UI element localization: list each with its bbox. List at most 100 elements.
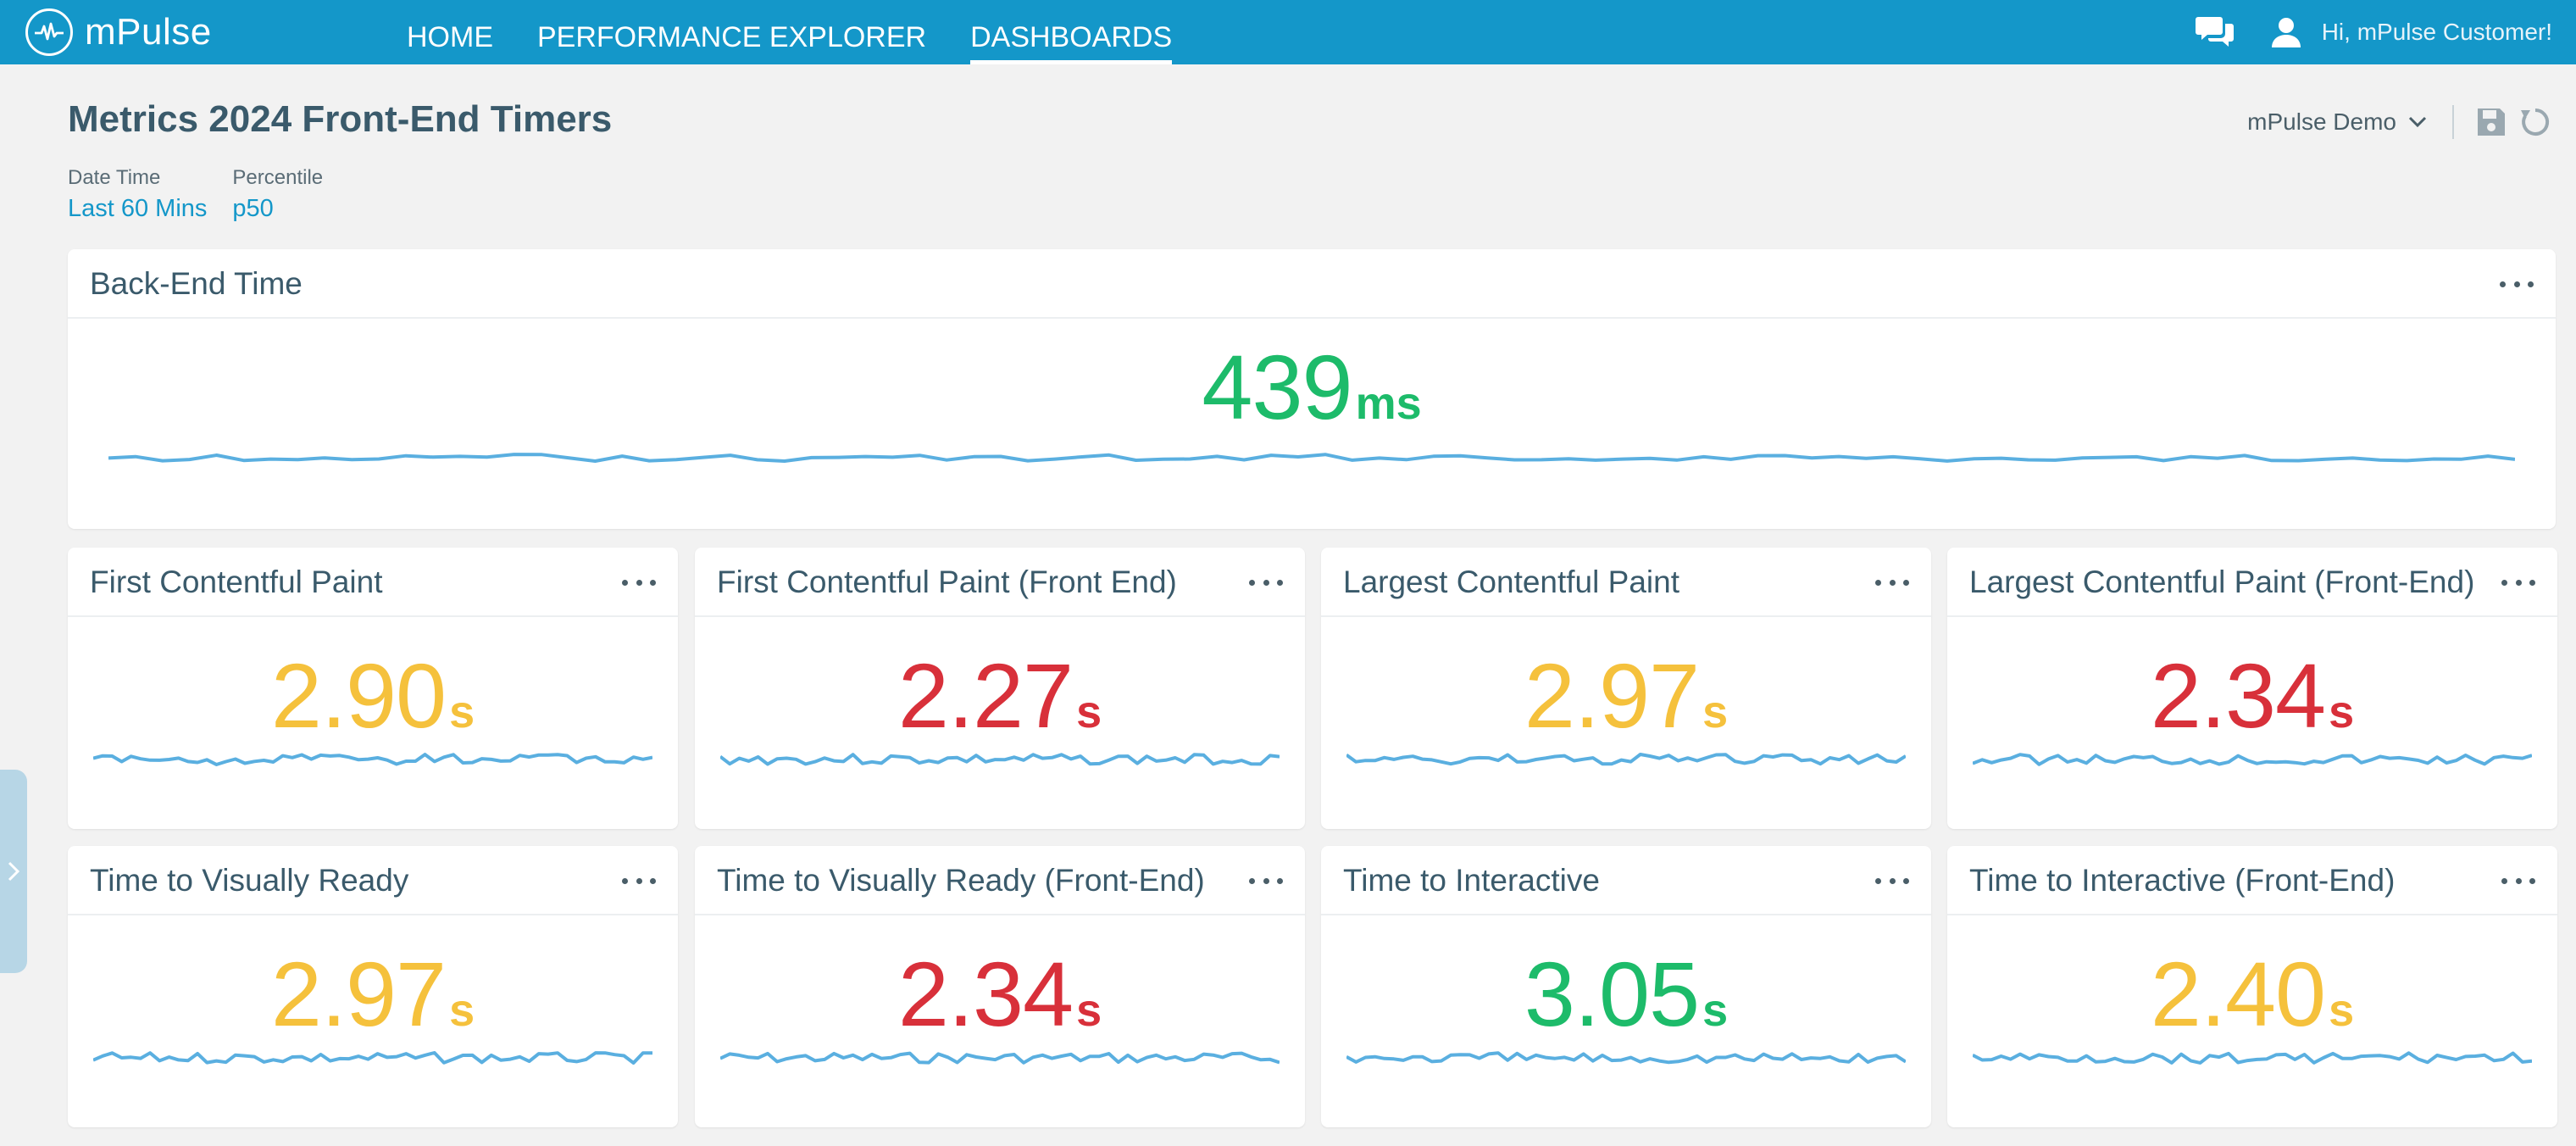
metric-number: 2.40 bbox=[2150, 943, 2326, 1045]
more-options-icon[interactable] bbox=[1875, 866, 1909, 895]
more-options-icon[interactable] bbox=[2501, 866, 2535, 895]
widget-title: Time to Interactive bbox=[1343, 863, 1600, 898]
sparkline bbox=[1973, 753, 2532, 766]
metric-number: 2.97 bbox=[1524, 644, 1700, 747]
header-actions: mPulse Demo bbox=[2247, 103, 2552, 141]
filter-value[interactable]: Last 60 Mins bbox=[68, 195, 208, 222]
widget-header: Largest Contentful Paint bbox=[1321, 548, 1931, 617]
metric-number: 2.34 bbox=[2150, 644, 2326, 747]
filter-percentile[interactable]: Percentile p50 bbox=[232, 166, 323, 223]
nav-dashboards[interactable]: DASHBOARDS bbox=[970, 0, 1173, 64]
page-title: Metrics 2024 Front-End Timers bbox=[68, 98, 613, 140]
metric-value: 2.27s bbox=[695, 643, 1305, 748]
chat-icon[interactable] bbox=[2195, 12, 2235, 53]
tenant-name: mPulse Demo bbox=[2247, 108, 2396, 135]
sparkline bbox=[1346, 753, 1906, 766]
top-nav-bar: mPulse HOME PERFORMANCE EXPLORER DASHBOA… bbox=[0, 0, 2576, 64]
widget-title: First Contentful Paint (Front End) bbox=[717, 565, 1177, 599]
widget-title: First Contentful Paint bbox=[90, 565, 383, 599]
app-name: mPulse bbox=[85, 11, 212, 53]
metric-unit: s bbox=[2329, 687, 2355, 737]
metric-widget: Time to Interactive (Front-End) 2.40s bbox=[1947, 846, 2557, 1127]
metric-number: 2.97 bbox=[270, 943, 447, 1045]
metric-number: 3.05 bbox=[1524, 943, 1700, 1045]
sparkline-line bbox=[93, 1051, 652, 1065]
app-logo[interactable]: mPulse bbox=[25, 7, 212, 58]
metric-value: 3.05s bbox=[1321, 941, 1931, 1047]
more-options-icon[interactable] bbox=[622, 866, 656, 895]
metric-value: 2.34s bbox=[1947, 643, 2557, 748]
nav-performance-explorer[interactable]: PERFORMANCE EXPLORER bbox=[537, 21, 927, 53]
more-options-icon[interactable] bbox=[622, 568, 656, 597]
metric-value: 439ms bbox=[68, 334, 2556, 440]
more-options-icon[interactable] bbox=[1249, 866, 1283, 895]
metric-unit: s bbox=[449, 687, 475, 737]
filter-label: Date Time bbox=[68, 166, 161, 189]
save-icon[interactable] bbox=[2474, 105, 2508, 139]
metric-number: 439 bbox=[1202, 336, 1352, 438]
nav-home[interactable]: HOME bbox=[407, 21, 493, 53]
metric-widget: Time to Interactive 3.05s bbox=[1321, 846, 1931, 1127]
metric-number: 2.34 bbox=[897, 943, 1074, 1045]
widget-title: Time to Interactive (Front-End) bbox=[1969, 863, 2396, 898]
filter-value[interactable]: p50 bbox=[232, 195, 274, 222]
sparkline bbox=[108, 453, 2515, 463]
metric-value: 2.34s bbox=[695, 941, 1305, 1047]
metric-number: 2.90 bbox=[270, 644, 447, 747]
widget-title: Time to Visually Ready bbox=[90, 863, 409, 898]
divider bbox=[2452, 105, 2454, 139]
chevron-right-icon bbox=[8, 861, 20, 882]
metric-widget: Time to Visually Ready 2.97s bbox=[68, 846, 678, 1127]
metric-widget: Time to Visually Ready (Front-End) 2.34s bbox=[695, 846, 1305, 1127]
metric-unit: s bbox=[1702, 985, 1729, 1036]
widget-header: Time to Visually Ready bbox=[68, 846, 678, 915]
user-greeting[interactable]: Hi, mPulse Customer! bbox=[2321, 19, 2552, 45]
metric-unit: s bbox=[1076, 687, 1102, 737]
widget-header: Time to Visually Ready (Front-End) bbox=[695, 846, 1305, 915]
sparkline-line bbox=[1973, 1051, 2532, 1065]
sparkline bbox=[720, 753, 1280, 766]
chevron-down-icon bbox=[2408, 116, 2427, 128]
metric-widget: Largest Contentful Paint 2.97s bbox=[1321, 548, 1931, 829]
metric-widget: Largest Contentful Paint (Front-End) 2.34… bbox=[1947, 548, 2557, 829]
metric-unit: s bbox=[2329, 985, 2355, 1036]
widget-title: Largest Contentful Paint (Front-End) bbox=[1969, 565, 2475, 599]
sparkline bbox=[1973, 1051, 2532, 1065]
widget-header: First Contentful Paint (Front End) bbox=[695, 548, 1305, 617]
more-options-icon[interactable] bbox=[1875, 568, 1909, 597]
sparkline-line bbox=[108, 453, 2515, 463]
metric-widget: First Contentful Paint (Front End) 2.27s bbox=[695, 548, 1305, 829]
widget-title: Time to Visually Ready (Front-End) bbox=[717, 863, 1205, 898]
sparkline-line bbox=[93, 753, 652, 766]
metric-value: 2.97s bbox=[68, 941, 678, 1047]
sparkline bbox=[1346, 1051, 1906, 1065]
widget-header: Time to Interactive bbox=[1321, 846, 1931, 915]
side-panel-toggle[interactable] bbox=[0, 770, 27, 973]
more-options-icon[interactable] bbox=[2501, 568, 2535, 597]
refresh-icon[interactable] bbox=[2518, 105, 2552, 139]
dashboard-filters: Date Time Last 60 Mins Percentile p50 bbox=[68, 166, 348, 223]
filter-date-time[interactable]: Date Time Last 60 Mins bbox=[68, 166, 207, 223]
tenant-selector[interactable]: mPulse Demo bbox=[2247, 108, 2429, 136]
user-area: Hi, mPulse Customer! bbox=[2195, 0, 2552, 64]
sparkline-line bbox=[1973, 753, 2532, 766]
metric-unit: ms bbox=[1355, 378, 1422, 429]
user-icon[interactable] bbox=[2269, 15, 2303, 49]
metric-unit: s bbox=[449, 985, 475, 1036]
sparkline-line bbox=[720, 753, 1280, 766]
widget-header: Time to Interactive (Front-End) bbox=[1947, 846, 2557, 915]
more-options-icon[interactable] bbox=[1249, 568, 1283, 597]
metric-unit: s bbox=[1076, 985, 1102, 1036]
widget-header: Back-End Time bbox=[68, 249, 2556, 319]
sparkline bbox=[93, 1051, 652, 1065]
main-nav: HOME PERFORMANCE EXPLORER DASHBOARDS bbox=[407, 0, 1216, 64]
metric-value: 2.40s bbox=[1947, 941, 2557, 1047]
sparkline bbox=[720, 1051, 1280, 1065]
sparkline bbox=[93, 753, 652, 766]
more-options-icon[interactable] bbox=[2500, 270, 2534, 298]
metric-unit: s bbox=[1702, 687, 1729, 737]
sparkline-line bbox=[720, 1051, 1280, 1065]
sparkline-line bbox=[1346, 753, 1906, 766]
widget-title: Back-End Time bbox=[90, 266, 303, 301]
widget-header: First Contentful Paint bbox=[68, 548, 678, 617]
